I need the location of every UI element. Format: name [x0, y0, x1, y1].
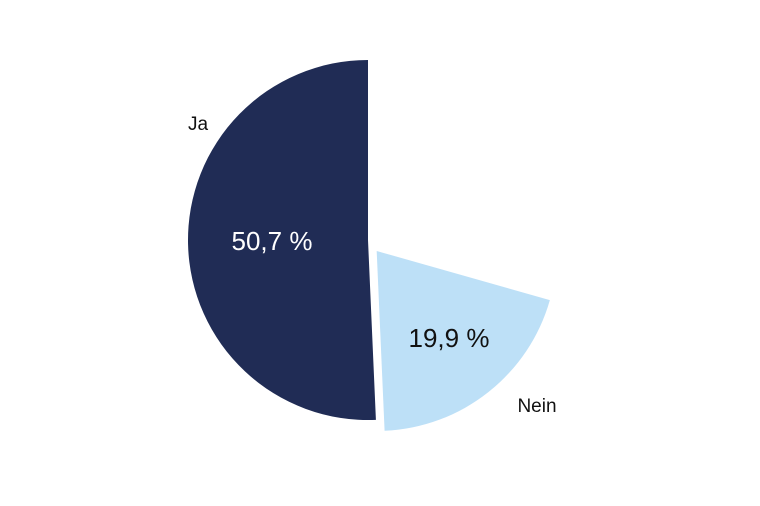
- slice-label: Nein: [517, 396, 556, 417]
- slice-label: Ja: [188, 114, 209, 135]
- value-label: 19,9 %: [409, 323, 490, 353]
- pie-slice: [187, 60, 376, 421]
- value-label: 50,7 %: [232, 226, 313, 256]
- pie-slice: [376, 250, 550, 431]
